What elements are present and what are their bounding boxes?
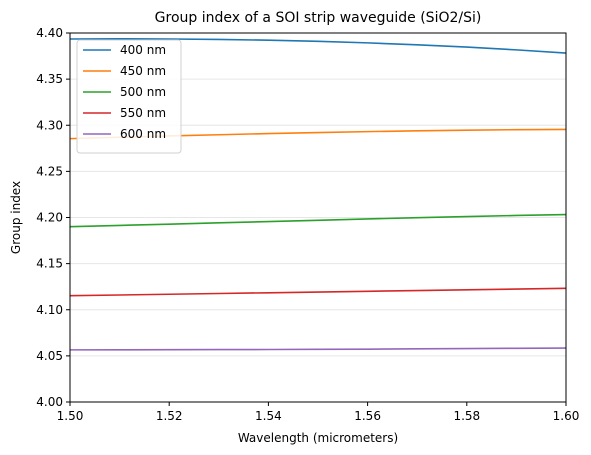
y-tick-label: 4.35 — [36, 72, 63, 86]
legend-label: 600 nm — [120, 127, 166, 141]
grid — [70, 78, 566, 357]
x-tick-label: 1.54 — [255, 409, 282, 423]
x-tick-label: 1.56 — [354, 409, 381, 423]
y-tick-label: 4.05 — [36, 349, 63, 363]
axis-ticks: 4.00 4.05 4.10 4.15 4.20 4.25 4.30 4.35 4.40 1.50… — [36, 26, 579, 423]
series-line-600-nm — [69, 347, 567, 351]
y-tick-label: 4.10 — [36, 303, 63, 317]
legend-box — [76, 39, 182, 154]
legend-label: 400 nm — [120, 43, 166, 57]
chart-title: Group index of a SOI strip waveguide (Si… — [155, 10, 482, 26]
legend-label: 500 nm — [120, 85, 166, 99]
y-tick-label: 4.25 — [36, 164, 63, 178]
legend-label: 450 nm — [120, 64, 166, 78]
legend-label: 550 nm — [120, 106, 166, 120]
x-axis-title: Wavelength (micrometers) — [238, 431, 398, 445]
legend: 400 nm 450 nm 500 nm 550 nm 600 nm — [76, 39, 182, 154]
x-tick-label: 1.52 — [156, 409, 183, 423]
x-tick-label: 1.60 — [553, 409, 580, 423]
y-tick-label: 4.15 — [36, 257, 63, 271]
x-tick-label: 1.50 — [57, 409, 84, 423]
y-tick-label: 4.30 — [36, 118, 63, 132]
y-tick-label: 4.00 — [36, 395, 63, 409]
y-tick-label: 4.20 — [36, 211, 63, 225]
series-line-500-nm — [69, 213, 567, 228]
x-tick-label: 1.58 — [453, 409, 480, 423]
y-tick-label: 4.40 — [36, 26, 63, 40]
series-line-400-nm — [69, 38, 567, 54]
series-line-550-nm — [69, 287, 567, 297]
y-axis-title: Group index — [9, 181, 23, 254]
